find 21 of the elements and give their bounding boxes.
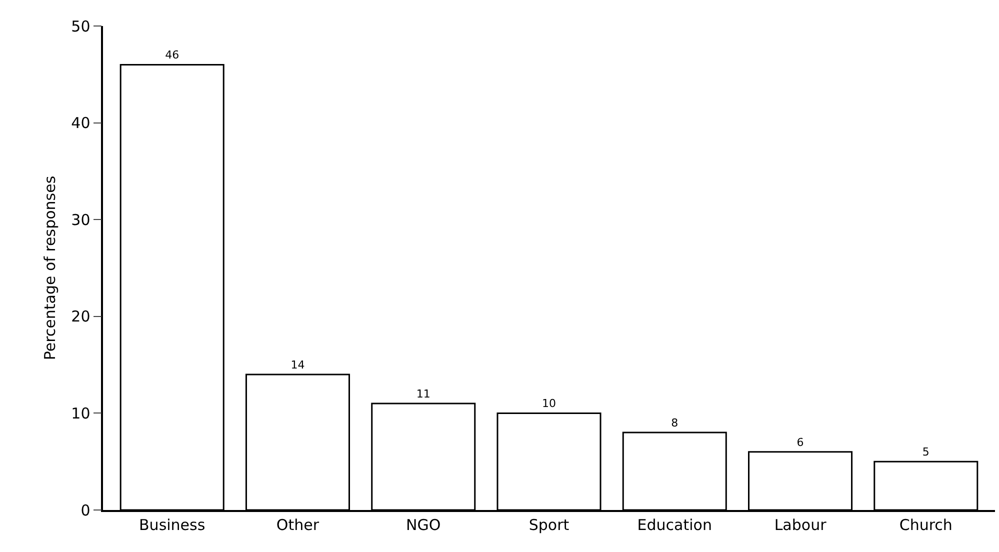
x-tick-label: Labour [774, 516, 828, 534]
x-tick-label: NGO [406, 516, 441, 534]
y-tick-label: 0 [80, 501, 90, 520]
data-label: 11 [416, 388, 430, 401]
x-tick-label: Other [276, 516, 320, 534]
x-tick-label: Education [637, 516, 712, 534]
data-label: 6 [796, 436, 804, 449]
x-tick-label: Church [899, 516, 952, 534]
data-label: 10 [542, 397, 556, 410]
data-label: 14 [290, 358, 305, 372]
y-tick-label: 20 [71, 308, 90, 326]
data-label: 8 [671, 416, 678, 430]
y-tick-label: 30 [71, 210, 90, 229]
data-label: 46 [165, 48, 180, 62]
data-label: 5 [922, 446, 930, 459]
y-tick-label: 50 [71, 17, 90, 36]
y-axis-title: Percentage of responses [40, 176, 59, 360]
y-tick-label: 40 [71, 114, 90, 132]
x-tick-label: Sport [528, 516, 570, 534]
y-tick-label: 10 [71, 404, 90, 422]
x-tick-label: Business [139, 516, 206, 534]
